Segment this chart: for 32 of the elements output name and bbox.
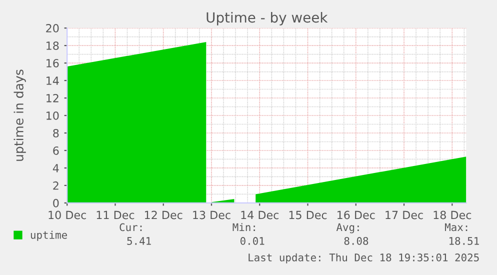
y-tick-label: 18 [46, 42, 59, 50]
y-tick-label: 4 [52, 164, 59, 172]
y-tick-label: 6 [53, 146, 59, 155]
text: Last update: Thu Dec 18 19:35:01 2025 [248, 253, 479, 264]
x-tick-label: 17 Dec [386, 210, 423, 220]
y-tick-label: 2 [53, 181, 58, 190]
text: Max: [445, 223, 468, 232]
y-axis-title: uptime in days [14, 70, 26, 161]
text: 5.41 [127, 237, 151, 245]
text: Min: [232, 223, 255, 231]
text: Avg: [336, 223, 359, 234]
y-tick-label: 16 [46, 59, 59, 68]
y-tick-label: 8 [53, 128, 59, 138]
text: 8.08 [344, 237, 368, 245]
y-tick-label: 12 [46, 94, 58, 102]
text: 0.01 [240, 237, 264, 245]
y-tick-label: 10 [46, 111, 59, 120]
x-tick-label: 12 Dec [144, 210, 182, 220]
chart-title: Uptime - by week [206, 12, 328, 26]
text: 18.51 [450, 237, 479, 245]
x-tick-label: 18 Dec [434, 210, 472, 220]
x-tick-label: 13 Dec [193, 210, 230, 220]
x-tick-label: 10 Dec [48, 210, 86, 220]
x-tick-label: 11 Dec [96, 210, 134, 220]
y-tick-label: 14 [46, 76, 59, 85]
y-tick-label: 0 [53, 198, 59, 208]
y-tick-label: 20 [46, 24, 59, 32]
x-tick-label: 14 Dec [241, 210, 279, 220]
text: Cur: [120, 223, 142, 232]
x-tick-label: 16 Dec [338, 210, 375, 220]
x-tick-label: 15 Dec [289, 210, 327, 220]
legend-label: uptime [30, 230, 67, 241]
